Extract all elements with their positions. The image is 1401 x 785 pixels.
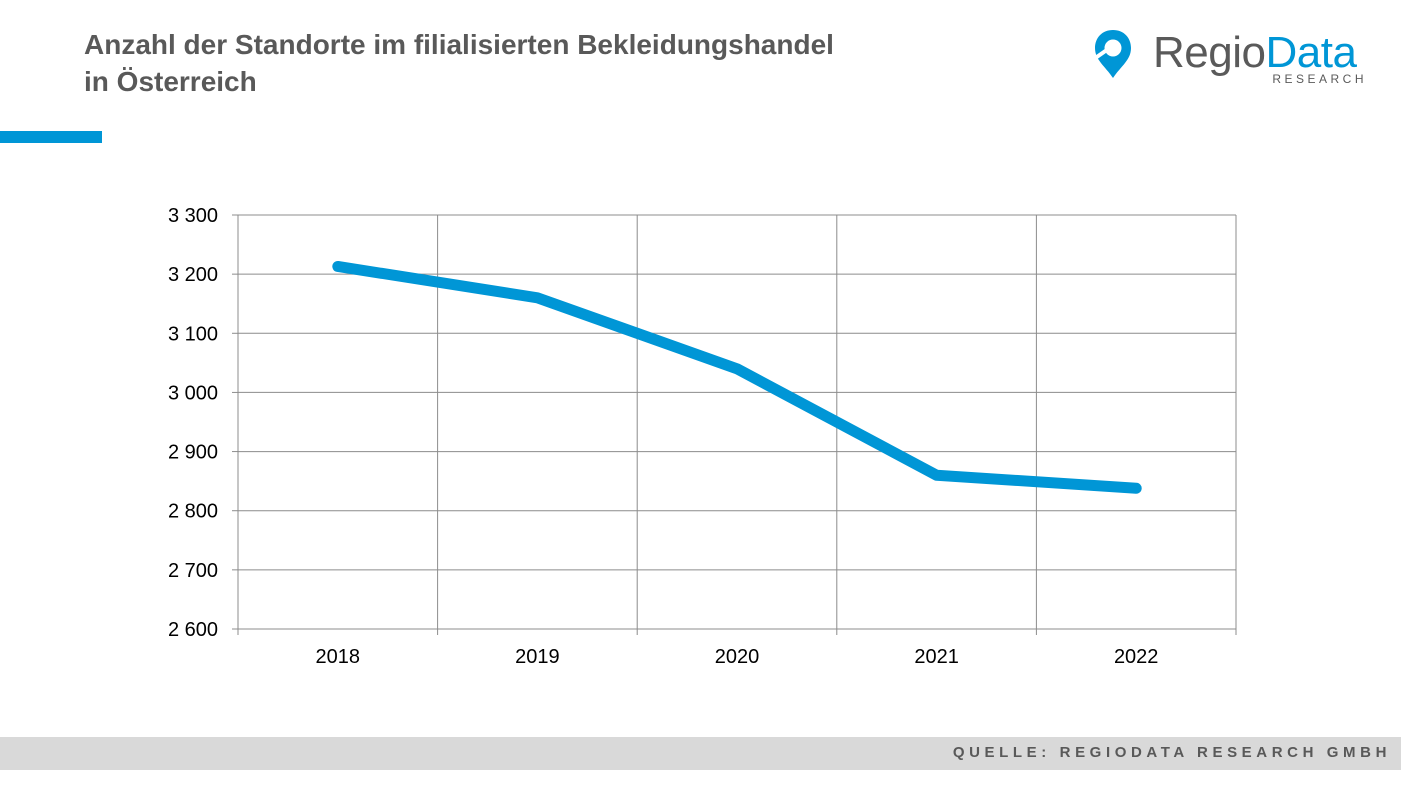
map-pin-icon	[1093, 30, 1131, 78]
logo-subtitle: RESEARCH	[1272, 72, 1367, 86]
page-title: Anzahl der Standorte im filialisierten B…	[84, 26, 984, 100]
y-tick-label: 2 900	[168, 442, 218, 464]
accent-bar	[0, 131, 102, 143]
footer-bar: QUELLE: REGIODATA RESEARCH GMBH	[0, 737, 1401, 770]
data-point	[936, 474, 938, 476]
y-tick-label: 2 800	[168, 501, 218, 523]
logo-wordmark: RegioData	[1153, 28, 1357, 78]
regiodata-logo: RegioData RESEARCH	[1093, 28, 1373, 88]
x-tick-label: 2018	[316, 646, 361, 668]
y-tick-label: 3 000	[168, 382, 218, 404]
y-tick-label: 2 600	[168, 619, 218, 641]
x-tick-label: 2022	[1114, 646, 1159, 668]
x-tick-label: 2021	[914, 646, 959, 668]
data-point	[736, 368, 738, 370]
x-tick-label: 2020	[715, 646, 760, 668]
series-line	[332, 260, 1142, 494]
x-tick-label: 2019	[515, 646, 560, 668]
y-tick-label: 3 200	[168, 264, 218, 286]
logo-name-data: Data	[1265, 28, 1357, 77]
source-label: QUELLE: REGIODATA RESEARCH GMBH	[952, 744, 1391, 761]
data-point	[536, 297, 538, 299]
title-line-2: in Österreich	[84, 66, 257, 97]
y-tick-label: 3 100	[168, 323, 218, 345]
data-point	[1135, 487, 1137, 489]
title-line-1: Anzahl der Standorte im filialisierten B…	[84, 29, 834, 60]
y-tick-label: 2 700	[168, 560, 218, 582]
logo-name-regio: Regio	[1153, 28, 1266, 77]
data-point	[337, 265, 339, 267]
y-tick-label: 3 300	[168, 205, 218, 227]
